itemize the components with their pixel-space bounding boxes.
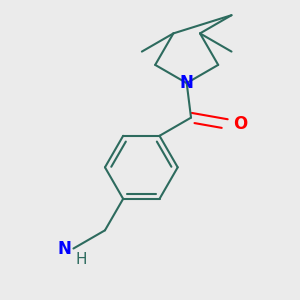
Text: N: N xyxy=(58,239,72,257)
Text: O: O xyxy=(233,115,247,133)
Text: H: H xyxy=(75,252,87,267)
Text: N: N xyxy=(180,74,194,92)
